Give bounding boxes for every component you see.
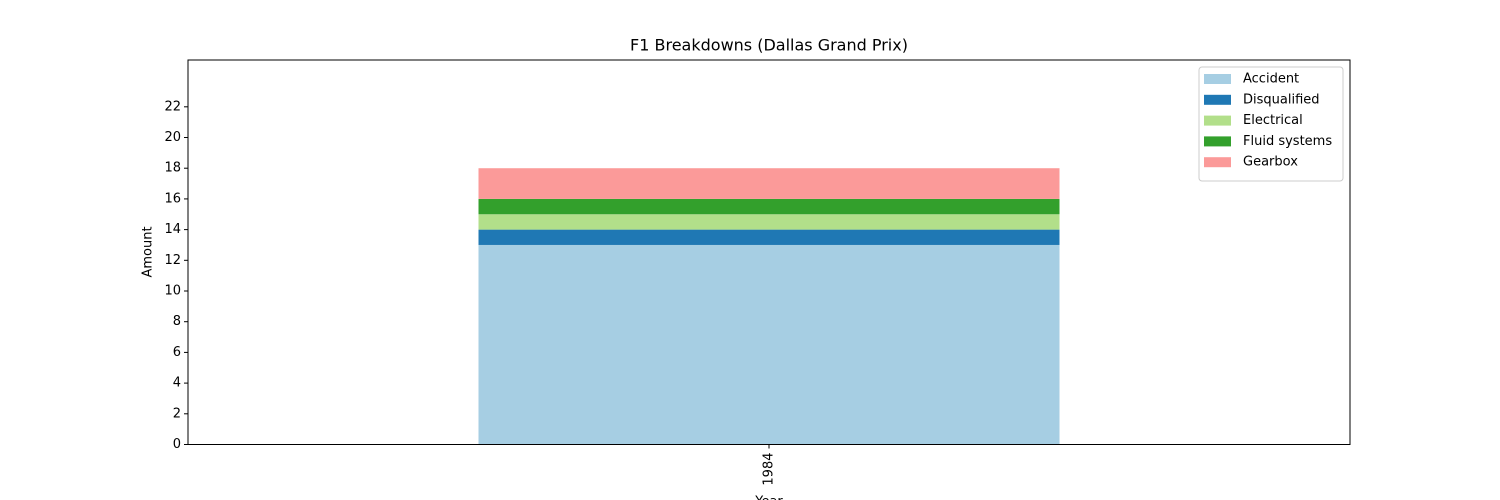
legend-swatch [1204, 115, 1231, 126]
y-tick-label: 14 [164, 222, 181, 237]
y-tick-label: 6 [173, 345, 181, 360]
legend-swatch [1204, 157, 1231, 168]
legend-label: Accident [1243, 72, 1299, 87]
bar-segment [478, 168, 1060, 199]
y-tick-label: 10 [164, 284, 181, 299]
y-tick-label: 12 [164, 253, 181, 268]
y-tick-label: 22 [164, 99, 181, 114]
y-tick-label: 8 [173, 314, 181, 329]
legend-swatch [1204, 136, 1231, 147]
x-tick-label: 1984 [762, 453, 777, 486]
legend-label: Fluid systems [1243, 134, 1332, 149]
y-tick-label: 16 [164, 191, 181, 206]
y-tick-label: 4 [173, 376, 181, 391]
y-tick-label: 18 [164, 161, 181, 176]
legend-label: Disqualified [1243, 92, 1320, 107]
legend-label: Electrical [1243, 113, 1303, 128]
bar-segment [478, 198, 1060, 215]
y-tick-label: 0 [173, 437, 181, 452]
bar-segment [478, 244, 1060, 445]
y-axis-label: Amount [141, 226, 156, 277]
x-axis-label: Year [754, 495, 783, 500]
bar-segment [478, 214, 1060, 230]
legend-box [1198, 66, 1344, 182]
y-tick-label: 20 [164, 130, 181, 145]
plot-frame [187, 59, 1351, 445]
legend-label: Gearbox [1243, 155, 1298, 170]
chart-title: F1 Breakdowns (Dallas Grand Prix) [630, 36, 908, 55]
bar-segment [478, 229, 1060, 245]
y-tick-label: 2 [173, 406, 181, 421]
legend-swatch [1204, 94, 1231, 105]
legend-swatch [1204, 74, 1231, 84]
